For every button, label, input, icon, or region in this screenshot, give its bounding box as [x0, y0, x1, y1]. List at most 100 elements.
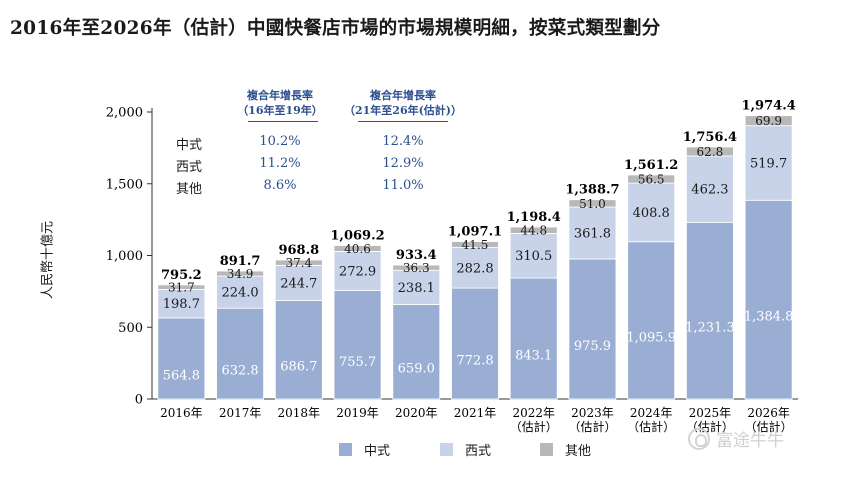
data-label-other: 69.9	[755, 114, 782, 128]
bar-segment-other	[627, 174, 676, 184]
bar-segment-chinese	[451, 287, 499, 400]
cagr-header-1: 複合年增長率 （16年至19年）	[210, 88, 350, 118]
data-label-other: 37.4	[285, 256, 312, 270]
x-tick-label: （估計）	[745, 419, 793, 434]
legend-item-other: 其他	[540, 440, 591, 459]
cagr-header-2-line1: 複合年增長率	[370, 89, 436, 102]
cagr-header-1-rule	[248, 121, 318, 122]
bar-segment-chinese	[627, 241, 676, 400]
data-label-chinese: 1,384.8	[744, 310, 794, 325]
bar-segment-other	[333, 245, 382, 252]
data-label-western: 198.7	[163, 297, 200, 312]
bar-segment-other	[157, 284, 206, 290]
data-label-other: 34.9	[227, 267, 254, 281]
data-label-total: 1,069.2	[330, 229, 384, 244]
data-label-total: 1,974.4	[741, 99, 795, 114]
x-tick-label: （估計）	[627, 419, 675, 434]
legend-item-western: 西式	[440, 440, 491, 459]
data-label-total: 795.2	[161, 268, 202, 283]
cagr-header-2-line2: （21年至26年(估計)）	[343, 104, 463, 117]
bar-segment-other	[686, 146, 734, 157]
bar-segment-chinese	[568, 258, 617, 400]
data-label-western: 519.7	[750, 156, 787, 171]
futu-logo-icon	[688, 427, 710, 450]
data-label-other: 41.5	[462, 238, 489, 252]
y-tick-label: 0	[135, 393, 143, 408]
data-label-western: 310.5	[515, 249, 552, 264]
cagr-value-1: 10.2%	[259, 134, 301, 149]
x-tick-label: 2019年	[336, 406, 379, 420]
bar-segment-other	[274, 259, 323, 266]
data-label-total: 933.4	[396, 248, 437, 263]
data-label-other: 31.7	[168, 281, 195, 295]
data-label-other: 56.5	[638, 173, 665, 187]
x-tick-label: 2016年	[160, 406, 203, 420]
bar-segment-chinese	[333, 290, 382, 400]
x-tick-label: 2024年	[630, 406, 673, 420]
x-tick-label: 2022年	[512, 406, 555, 420]
y-tick-label: 500	[118, 321, 143, 336]
data-label-western: 238.1	[398, 281, 435, 296]
legend-swatch	[440, 443, 453, 456]
data-label-western: 462.3	[691, 183, 728, 198]
cagr-row-name: 中式	[176, 138, 203, 153]
data-label-other: 44.8	[520, 224, 547, 238]
cagr-header-1-line1: 複合年增長率	[247, 89, 313, 102]
legend-label: 中式	[364, 444, 391, 459]
data-label-chinese: 1,095.9	[626, 330, 676, 345]
x-tick-label: 2017年	[219, 406, 262, 420]
data-label-other: 40.6	[344, 242, 371, 256]
data-label-chinese: 975.9	[574, 339, 611, 354]
x-tick-label: 2018年	[278, 406, 321, 420]
x-tick-label: 2021年	[454, 406, 497, 420]
data-label-other: 51.0	[579, 197, 606, 211]
data-label-chinese: 843.1	[515, 349, 552, 364]
bar-segment-western	[392, 269, 441, 305]
data-label-western: 272.9	[339, 264, 376, 279]
data-label-chinese: 755.7	[339, 355, 376, 370]
cagr-row-name: 西式	[176, 160, 203, 175]
x-tick-label: 2023年	[571, 406, 614, 420]
data-label-chinese: 659.0	[398, 362, 435, 377]
data-label-total: 1,097.1	[448, 225, 502, 240]
cagr-value-2: 12.4%	[382, 134, 424, 149]
data-label-western: 224.0	[221, 286, 258, 301]
data-label-chinese: 1,231.3	[685, 321, 735, 336]
bar-segment-western	[744, 125, 793, 201]
y-tick-label: 2,000	[106, 106, 143, 121]
cagr-value-1: 8.6%	[263, 178, 297, 193]
bar-segment-western	[451, 247, 499, 289]
y-tick-label: 1,500	[106, 177, 143, 192]
bar-segment-chinese	[744, 199, 793, 400]
bar-segment-chinese	[392, 304, 441, 400]
watermark-text: 富途牛牛	[716, 431, 784, 451]
data-label-total: 1,198.4	[507, 210, 561, 225]
legend-label: 其他	[565, 444, 592, 459]
cagr-header-1-line2: （16年至19年）	[237, 104, 323, 117]
cagr-value-2: 12.9%	[382, 156, 424, 171]
data-label-western: 361.8	[574, 226, 611, 241]
bar-segment-western	[509, 233, 558, 279]
legend-item-chinese: 中式	[339, 440, 390, 459]
data-label-total: 891.7	[220, 254, 261, 269]
legend: 中式 西式 其他	[0, 440, 865, 464]
cagr-header-2-rule	[358, 121, 448, 122]
data-label-other: 36.3	[403, 261, 430, 275]
legend-label: 西式	[465, 444, 492, 459]
chart-title: 2016年至2026年（估計）中國快餐店市場的市場規模明細，按菜式類型劃分	[10, 18, 661, 39]
x-tick-label: 2020年	[395, 406, 438, 420]
bar-segment-other	[744, 115, 793, 127]
watermark: 富途牛牛	[688, 426, 784, 451]
data-label-total: 1,756.4	[683, 130, 737, 145]
data-label-total: 1,388.7	[565, 183, 619, 198]
bar-segment-chinese	[686, 221, 734, 400]
bar-segment-other	[509, 226, 558, 234]
data-label-total: 1,561.2	[624, 158, 678, 173]
legend-swatch	[339, 443, 352, 456]
data-label-total: 968.8	[278, 243, 319, 258]
data-label-western: 408.8	[633, 206, 670, 221]
bar-segment-chinese	[216, 307, 264, 400]
data-label-chinese: 686.7	[280, 360, 317, 375]
bar-segment-other	[568, 199, 617, 208]
